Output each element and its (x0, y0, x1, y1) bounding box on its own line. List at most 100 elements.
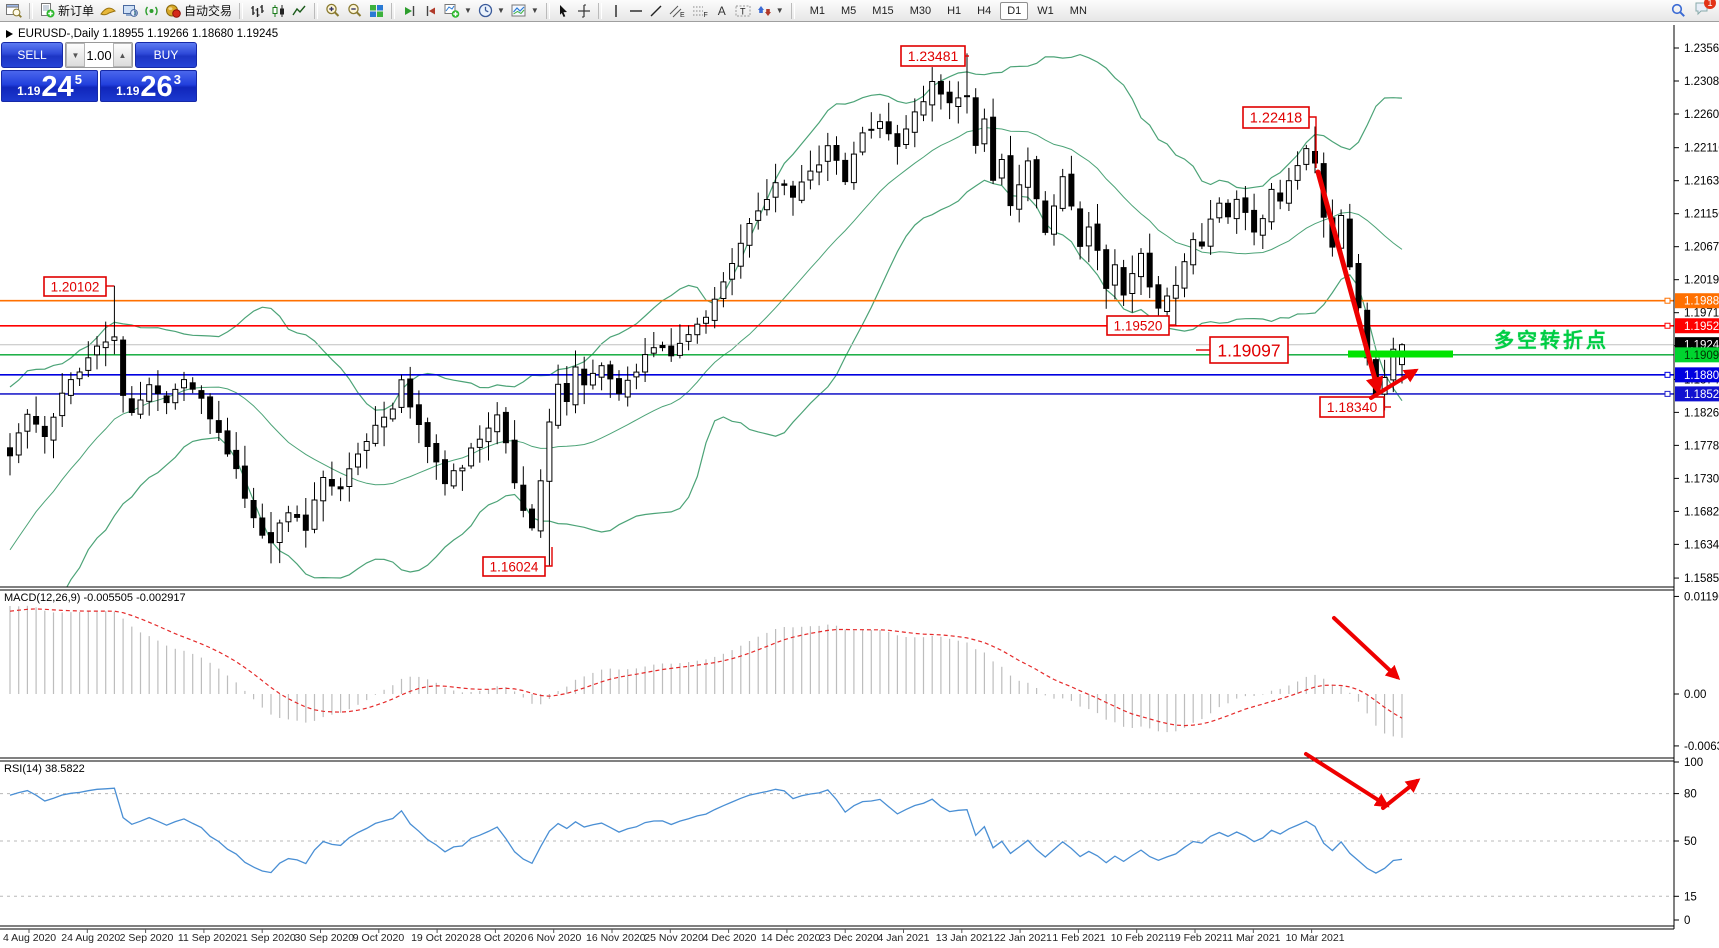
toolbar-separator (790, 2, 795, 19)
candle-body (1251, 209, 1258, 233)
candle-body (85, 357, 92, 371)
sell-button[interactable]: SELL (1, 42, 63, 68)
volume-decrease-button[interactable]: ▼ (66, 43, 85, 67)
price-annotation-box[interactable] (900, 45, 966, 67)
templates-button[interactable]: ▼ (508, 1, 542, 21)
price-annotation-box[interactable] (1242, 106, 1310, 129)
candle-body (468, 447, 475, 467)
timeframe-d1[interactable]: D1 (1000, 1, 1029, 20)
candle-body (563, 383, 570, 402)
timeframe-w1[interactable]: W1 (1037, 4, 1054, 17)
arrows-tool[interactable]: ▼ (754, 1, 787, 21)
trend-arrow[interactable] (1304, 752, 1390, 808)
candle-body (154, 385, 161, 394)
trendline-tool[interactable] (646, 1, 666, 21)
periods-button[interactable]: ▼ (475, 1, 508, 21)
hline-handle[interactable] (1664, 322, 1671, 329)
line-chart-mode-button[interactable] (289, 1, 310, 21)
equidistant-channel-tool[interactable]: E (666, 1, 689, 21)
candle-body (1033, 159, 1040, 200)
candle-body (7, 447, 13, 457)
price-annotation-box[interactable] (1209, 336, 1289, 364)
notifications-button[interactable]: 1 (1694, 0, 1716, 21)
text-tool[interactable]: A (717, 3, 726, 18)
trend-arrow[interactable] (1315, 169, 1384, 396)
timeframe-h4[interactable]: H4 (977, 4, 992, 17)
date-label: 25 Nov 2020 (644, 932, 704, 944)
timeframe-h1[interactable]: H1 (947, 4, 962, 17)
candle-body (1120, 267, 1127, 296)
trend-arrow[interactable] (1381, 778, 1421, 810)
date-label: 14 Dec 2020 (761, 932, 821, 944)
trend-arrow[interactable] (1332, 616, 1401, 680)
hline-handle[interactable] (1664, 371, 1671, 378)
autotrading-button[interactable]: 自动交易 (162, 1, 235, 21)
timeframe-mn[interactable]: MN (1069, 4, 1087, 17)
hline-handle[interactable] (1664, 390, 1671, 397)
price-annotation-box[interactable] (1106, 315, 1170, 336)
candle-body (990, 116, 997, 181)
candle-body (746, 223, 753, 246)
price-tick-label: 1.21630 (1684, 176, 1719, 188)
candle-body (1259, 218, 1266, 236)
buy-price-panel[interactable]: 1.19 26 3 (100, 70, 197, 102)
cursor-icon (560, 4, 568, 17)
yellow-wing-icon (100, 7, 116, 15)
tile-windows-button[interactable] (366, 1, 387, 21)
date-label: 10 Feb 2021 (1111, 932, 1170, 944)
price-annotation-box[interactable] (43, 276, 107, 297)
candle-body (1190, 239, 1197, 266)
buy-button[interactable]: BUY (135, 42, 197, 68)
bar-chart-mode-button[interactable] (247, 1, 268, 21)
new-order-button[interactable]: 新订单 (37, 1, 97, 21)
candlestick-mode-button[interactable] (268, 1, 289, 21)
candle-body (964, 95, 970, 98)
market-watch-button[interactable] (119, 1, 141, 21)
indicators-button[interactable]: ▼ (441, 1, 475, 21)
hline-handle[interactable] (1664, 297, 1671, 304)
candle-body (955, 97, 962, 108)
candle-body (1103, 249, 1110, 289)
cursor-tool-button[interactable] (554, 1, 574, 21)
candle-body (372, 424, 379, 444)
zoom-in-button[interactable] (322, 1, 344, 21)
price-tick-label: 1.20670 (1684, 242, 1719, 254)
vertical-line-tool[interactable] (606, 1, 626, 21)
turning-point-annotation[interactable]: 多空转折点 (1494, 330, 1609, 352)
search-icon[interactable] (1671, 3, 1686, 18)
rsi-tick-label: 80 (1684, 789, 1697, 801)
volume-input[interactable]: 1.00 (85, 43, 113, 67)
timeframe-m15[interactable]: M15 (872, 4, 894, 17)
crosshair-tool-button[interactable] (574, 1, 594, 21)
fibonacci-tool[interactable]: F (689, 1, 712, 21)
candle-body (1077, 208, 1084, 247)
candle-body (398, 379, 405, 408)
date-label: 28 Oct 2020 (469, 932, 526, 944)
timeframe-m1[interactable]: M1 (809, 4, 825, 17)
timeframe-group: M1 M5 M15 M30 H1 H4 D1 W1 MN (803, 1, 1094, 20)
candle-body (346, 468, 353, 487)
text-label-tool[interactable]: T (732, 1, 754, 21)
trend-arrow[interactable] (1369, 368, 1419, 400)
auto-scroll-button[interactable] (399, 1, 420, 21)
price-label-bg (1675, 318, 1719, 334)
history-center-button[interactable] (97, 1, 119, 21)
timeframe-m30[interactable]: M30 (909, 4, 932, 17)
price-annotation-box[interactable] (482, 556, 546, 577)
support-zone-bar[interactable] (1348, 350, 1453, 358)
price-annotation-box[interactable] (1319, 396, 1385, 418)
dropdown-arrow-icon: ▼ (496, 6, 505, 15)
sell-price-panel[interactable]: 1.19 24 5 (1, 70, 98, 102)
timeframe-m5[interactable]: M5 (841, 4, 857, 17)
candle-body (537, 480, 544, 532)
zoom-out-button[interactable] (344, 1, 366, 21)
chart-shift-button[interactable] (420, 1, 441, 21)
horizontal-line-tool[interactable] (626, 1, 646, 21)
new-chart-button[interactable] (3, 1, 25, 21)
volume-increase-button[interactable]: ▲ (113, 43, 132, 67)
candle-body (755, 210, 762, 221)
candle-body (128, 398, 135, 413)
rsi-line (9, 787, 1403, 874)
signals-button[interactable] (141, 1, 162, 21)
